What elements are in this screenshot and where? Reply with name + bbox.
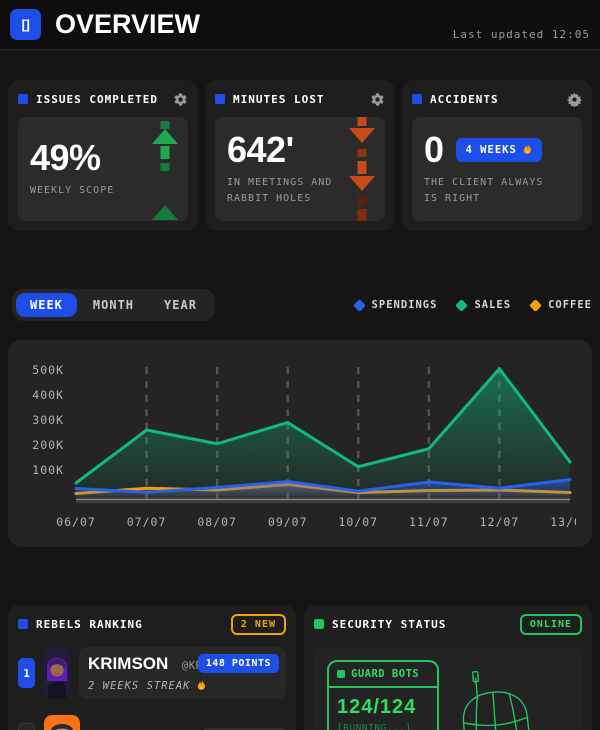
app-logo: [] (10, 9, 41, 40)
stat-panel: 49% WEEKLY SCOPE (18, 117, 188, 221)
card-title: REBELS RANKING (36, 617, 143, 631)
points-badge: 148 POINTS (197, 654, 279, 673)
down-arrow-icon (349, 117, 375, 143)
down-arrow-icon (349, 149, 375, 191)
robot-wireframe-graphic (462, 670, 541, 730)
flame-icon (523, 144, 531, 154)
svg-text:12/07: 12/07 (480, 515, 520, 529)
online-badge: ONLINE (519, 613, 582, 635)
sales-diamond-icon (455, 298, 469, 312)
points-badge: 129 POINTS (202, 727, 286, 730)
tab-month[interactable]: MONTH (92, 298, 135, 312)
card-bullet-icon (215, 94, 225, 104)
svg-text:07/07: 07/07 (127, 515, 167, 529)
avatar (44, 715, 80, 730)
svg-text:500K: 500K (32, 363, 64, 377)
svg-text:10/07: 10/07 (338, 515, 378, 529)
card-bullet-icon (314, 619, 324, 629)
new-count-badge: 2 NEW (230, 613, 286, 635)
settings-gear-icon[interactable] (370, 92, 385, 107)
settings-gear-icon[interactable] (173, 92, 188, 107)
chart-legend: SPENDINGS SALES COFFEE (352, 298, 592, 312)
rank-number: 1 (18, 658, 35, 688)
security-status-card: SECURITY STATUS ONLINE GUARD BOTS 124/12… (304, 605, 592, 730)
guard-bots-label: GUARD BOTS (351, 668, 420, 680)
stat-cards-row: ISSUES COMPLETED 49% WEEKLY SCOPE (8, 80, 592, 231)
list-item[interactable]: 2 (18, 715, 286, 730)
accidents-card: ACCIDENTS 0 4 WEEKS THE CLIENT (402, 80, 592, 231)
stat-panel: 0 4 WEEKS THE CLIENT ALWAYS IS RIGHT (412, 117, 582, 221)
card-bullet-icon (412, 94, 422, 104)
app-header: [] OVERVIEW Last updated 12:05 (0, 0, 600, 50)
card-title: MINUTES LOST (233, 92, 325, 106)
settings-gear-icon[interactable] (567, 92, 582, 107)
svg-text:06/07: 06/07 (56, 515, 96, 529)
streak-text: 2 WEEKS STREAK (88, 680, 277, 692)
card-title: ACCIDENTS (430, 92, 499, 106)
tab-year[interactable]: YEAR (164, 298, 197, 312)
list-item[interactable]: 1 KRIMSON (18, 647, 286, 699)
stat-panel: 642' IN MEETINGS AND RABBIT HOLES (215, 117, 385, 221)
member-name: MATI (89, 728, 129, 730)
stat-value: 49% (30, 136, 101, 178)
svg-text:11/07: 11/07 (409, 515, 449, 529)
trend-down-arrows (349, 117, 377, 221)
guard-bots-box: GUARD BOTS 124/124 [RUNNING...] (327, 660, 439, 730)
guard-bots-count: 124/124 (337, 696, 417, 718)
page-title: OVERVIEW (55, 9, 201, 39)
svg-text:200K: 200K (32, 438, 64, 452)
up-arrow-icon (152, 205, 178, 220)
coffee-diamond-icon (529, 298, 542, 312)
logo-brackets-icon: [] (21, 17, 30, 32)
tab-week[interactable]: WEEK (16, 293, 77, 317)
chart-controls: WEEK MONTH YEAR SPENDINGS SALES COFFEE (8, 289, 592, 321)
legend-item-spendings: SPENDINGS (352, 298, 438, 312)
period-tabbar: WEEK MONTH YEAR (12, 289, 215, 321)
stat-caption: IN MEETINGS AND RABBIT HOLES (227, 177, 333, 204)
svg-text:13/07: 13/07 (550, 515, 576, 529)
area-chart: 100K 200K 300K 400K 500K 06/07 07/07 08/07 09/07… (32, 363, 589, 529)
stat-value: 642' (227, 129, 294, 170)
security-panel: GUARD BOTS 124/124 [RUNNING...] (314, 647, 582, 730)
rank-number: 2 (18, 723, 35, 730)
trend-up-arrows (152, 117, 180, 221)
ranking-list: 1 KRIMSON (18, 647, 286, 730)
guard-bots-status: [RUNNING...] (337, 723, 412, 730)
minutes-lost-card: MINUTES LOST 642' IN MEETINGS AND RABBIT… (205, 80, 395, 231)
spendings-diamond-icon (352, 298, 366, 312)
stat-value: 0 (424, 129, 444, 170)
legend-item-coffee: COFFEE (529, 298, 592, 312)
avatar (44, 647, 70, 699)
member-name: KRIMSON (88, 654, 169, 673)
legend-item-sales: SALES (455, 298, 511, 312)
card-title: ISSUES COMPLETED (36, 92, 158, 106)
guard-bullet-icon (337, 670, 345, 678)
last-updated-text: Last updated 12:05 (452, 28, 590, 41)
card-title: SECURITY STATUS (332, 617, 447, 631)
flame-icon (197, 680, 205, 690)
chart-card: 100K 200K 300K 400K 500K 06/07 07/07 08/07 09/07… (8, 340, 592, 547)
issues-completed-card: ISSUES COMPLETED 49% WEEKLY SCOPE (8, 80, 198, 231)
card-bullet-icon (18, 94, 28, 104)
streak-weeks-badge: 4 WEEKS (455, 138, 542, 162)
up-arrow-icon (152, 129, 178, 171)
card-bullet-icon (18, 619, 28, 629)
stat-caption: THE CLIENT ALWAYS IS RIGHT (424, 177, 544, 204)
rebels-ranking-card: REBELS RANKING 2 NEW 1 (8, 605, 296, 730)
svg-text:08/07: 08/07 (197, 515, 237, 529)
svg-text:09/07: 09/07 (268, 515, 308, 529)
rank-detail: KRIMSON @KRIMSON 2 WEEKS STREAK 148 POIN… (79, 647, 286, 699)
svg-text:400K: 400K (32, 388, 64, 402)
svg-text:300K: 300K (32, 413, 64, 427)
stat-caption: WEEKLY SCOPE (30, 184, 115, 196)
down-arrow-icon (357, 197, 367, 221)
svg-text:100K: 100K (32, 463, 64, 477)
up-arrow-icon (160, 121, 170, 129)
